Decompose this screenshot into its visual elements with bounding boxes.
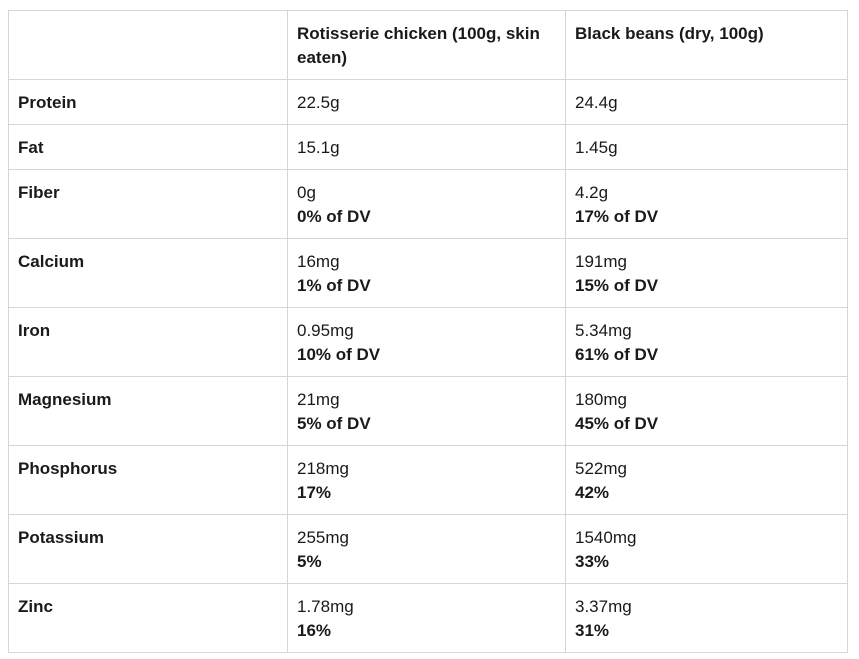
chicken-amount: 15.1g: [297, 138, 340, 157]
beans-amount: 191mg: [575, 252, 627, 271]
table-row: Protein 22.5g 24.4g: [8, 79, 848, 125]
beans-amount: 1.45g: [575, 138, 618, 157]
table-row: Iron 0.95mg 10% of DV 5.34mg 61% of DV: [8, 307, 848, 377]
table-row: Magnesium 21mg 5% of DV 180mg 45% of DV: [8, 376, 848, 446]
beans-cell: 1.45g: [565, 124, 848, 170]
chicken-cell: 15.1g: [287, 124, 566, 170]
header-chicken: Rotisserie chicken (100g, skin eaten): [287, 10, 566, 80]
chicken-daily-value: 1% of DV: [297, 276, 371, 295]
beans-daily-value: 17% of DV: [575, 207, 659, 226]
header-black-beans: Black beans (dry, 100g): [565, 10, 848, 80]
chicken-amount: 218mg: [297, 459, 349, 478]
beans-cell: 3.37mg 31%: [565, 583, 848, 653]
beans-daily-value: 45% of DV: [575, 414, 659, 433]
table-row: Calcium 16mg 1% of DV 191mg 15% of DV: [8, 238, 848, 308]
nutrient-name: Phosphorus: [8, 445, 288, 515]
chicken-daily-value: 17%: [297, 483, 332, 502]
nutrient-name: Potassium: [8, 514, 288, 584]
beans-cell: 191mg 15% of DV: [565, 238, 848, 308]
beans-amount: 5.34mg: [575, 321, 632, 340]
chicken-cell: 21mg 5% of DV: [287, 376, 566, 446]
chicken-amount: 16mg: [297, 252, 340, 271]
beans-amount: 1540mg: [575, 528, 637, 547]
chicken-daily-value: 0% of DV: [297, 207, 371, 226]
chicken-amount: 255mg: [297, 528, 349, 547]
table-row: Fiber 0g 0% of DV 4.2g 17% of DV: [8, 169, 848, 239]
chicken-amount: 21mg: [297, 390, 340, 409]
beans-amount: 4.2g: [575, 183, 609, 202]
beans-cell: 4.2g 17% of DV: [565, 169, 848, 239]
nutrient-name: Iron: [8, 307, 288, 377]
table-row: Zinc 1.78mg 16% 3.37mg 31%: [8, 583, 848, 653]
header-row: Rotisserie chicken (100g, skin eaten) Bl…: [8, 10, 848, 80]
chicken-cell: 1.78mg 16%: [287, 583, 566, 653]
table-row: Fat 15.1g 1.45g: [8, 124, 848, 170]
beans-cell: 24.4g: [565, 79, 848, 125]
table-row: Potassium 255mg 5% 1540mg 33%: [8, 514, 848, 584]
table-row: Phosphorus 218mg 17% 522mg 42%: [8, 445, 848, 515]
beans-cell: 5.34mg 61% of DV: [565, 307, 848, 377]
header-empty-cell: [8, 10, 288, 80]
beans-daily-value: 33%: [575, 552, 610, 571]
chicken-daily-value: 10% of DV: [297, 345, 381, 364]
beans-daily-value: 31%: [575, 621, 610, 640]
beans-daily-value: 42%: [575, 483, 610, 502]
nutrient-name: Calcium: [8, 238, 288, 308]
chicken-amount: 22.5g: [297, 93, 340, 112]
beans-amount: 3.37mg: [575, 597, 632, 616]
chicken-cell: 22.5g: [287, 79, 566, 125]
nutrient-name: Zinc: [8, 583, 288, 653]
chicken-cell: 0.95mg 10% of DV: [287, 307, 566, 377]
chicken-cell: 16mg 1% of DV: [287, 238, 566, 308]
beans-daily-value: 15% of DV: [575, 276, 659, 295]
beans-amount: 180mg: [575, 390, 627, 409]
chicken-cell: 0g 0% of DV: [287, 169, 566, 239]
chicken-daily-value: 16%: [297, 621, 332, 640]
beans-amount: 24.4g: [575, 93, 618, 112]
beans-cell: 522mg 42%: [565, 445, 848, 515]
chicken-daily-value: 5% of DV: [297, 414, 371, 433]
chicken-cell: 218mg 17%: [287, 445, 566, 515]
chicken-daily-value: 5%: [297, 552, 322, 571]
chicken-cell: 255mg 5%: [287, 514, 566, 584]
nutrition-comparison-table: Rotisserie chicken (100g, skin eaten) Bl…: [8, 10, 848, 653]
nutrient-name: Magnesium: [8, 376, 288, 446]
comparison-table-container: Rotisserie chicken (100g, skin eaten) Bl…: [8, 10, 848, 653]
nutrient-name: Fiber: [8, 169, 288, 239]
chicken-amount: 0g: [297, 183, 316, 202]
chicken-amount: 1.78mg: [297, 597, 354, 616]
beans-daily-value: 61% of DV: [575, 345, 659, 364]
beans-amount: 522mg: [575, 459, 627, 478]
chicken-amount: 0.95mg: [297, 321, 354, 340]
nutrient-name: Fat: [8, 124, 288, 170]
beans-cell: 1540mg 33%: [565, 514, 848, 584]
beans-cell: 180mg 45% of DV: [565, 376, 848, 446]
nutrient-name: Protein: [8, 79, 288, 125]
